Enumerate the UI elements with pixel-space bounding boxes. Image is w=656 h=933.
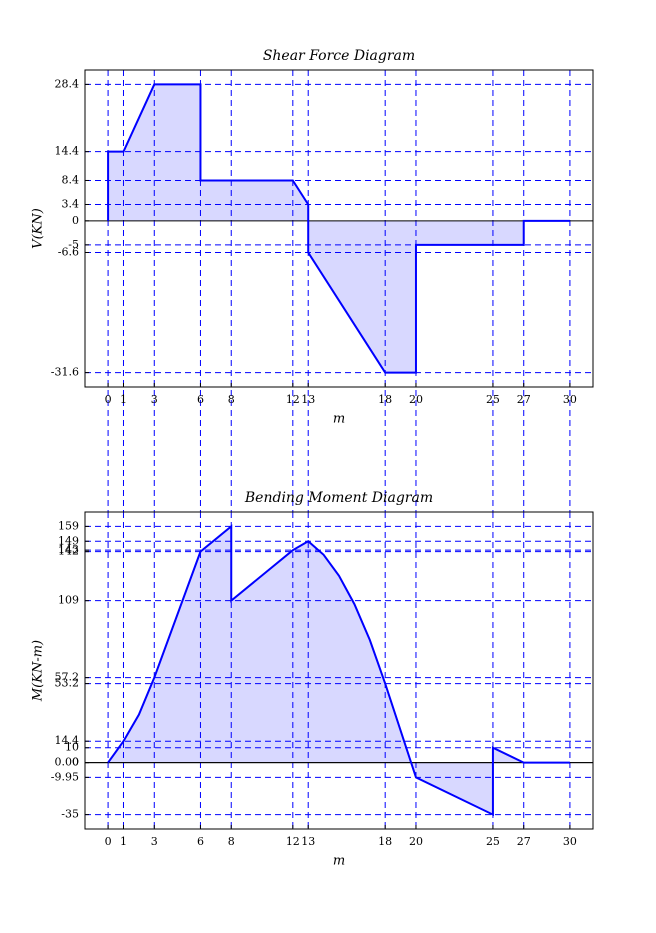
y-tick-label: 28.4: [55, 77, 80, 90]
chart-title: Shear Force Diagram: [263, 48, 415, 64]
y-tick-label: 14.4: [55, 734, 80, 747]
area-fill: [108, 526, 570, 815]
x-tick-label: 0: [105, 835, 112, 848]
axes-frame: [84, 511, 594, 830]
x-tick-label: 13: [301, 393, 315, 406]
y-tick-label: 8.4: [62, 173, 80, 186]
data-line: [107, 83, 570, 374]
y-axis-label: M(KN-m): [31, 640, 46, 702]
x-tick-label: 20: [409, 393, 423, 406]
x-tick-label: 8: [228, 393, 235, 406]
y-tick-label: 149: [58, 534, 79, 547]
area-fill: [108, 84, 570, 373]
y-tick-label: 0: [72, 756, 79, 769]
x-axis-label: m: [333, 854, 345, 869]
x-tick-label: 1: [120, 393, 127, 406]
y-tick-label: 142: [58, 545, 79, 558]
y-tick-label: 14.4: [55, 145, 80, 158]
y-tick-label: 0: [72, 214, 79, 227]
y-tick-label: 53.2: [55, 677, 80, 690]
x-tick-label: 3: [151, 393, 158, 406]
x-tick-label: 25: [486, 835, 500, 848]
x-tick-label: 6: [197, 835, 204, 848]
x-tick-label: 18: [378, 835, 392, 848]
chart-title: Bending Moment Diagram: [244, 490, 433, 506]
x-tick-label: 6: [197, 393, 204, 406]
y-tick-label: -35: [61, 808, 79, 821]
axes-frame: [84, 69, 594, 388]
x-tick-label: 1: [120, 835, 127, 848]
x-tick-label: 25: [486, 393, 500, 406]
x-tick-label: 27: [517, 393, 531, 406]
y-tick-label: -5: [68, 238, 79, 251]
y-tick-label: 57.2: [55, 671, 80, 684]
x-tick-label: 12: [286, 393, 300, 406]
y-tick-label: 10: [65, 741, 79, 754]
x-tick-label: 18: [378, 393, 392, 406]
y-tick-label: -31.6: [51, 366, 79, 379]
y-tick-label: 143: [58, 543, 79, 556]
x-tick-label: 27: [517, 835, 531, 848]
x-tick-label: 3: [151, 835, 158, 848]
data-line: [107, 524, 570, 817]
x-tick-label: 0: [105, 393, 112, 406]
x-tick-label: 12: [286, 835, 300, 848]
y-tick-label: -9.95: [51, 770, 79, 783]
y-tick-label: 159: [58, 519, 79, 532]
x-tick-label: 30: [563, 393, 577, 406]
x-axis-label: m: [333, 412, 345, 427]
y-axis-label: V(KN): [31, 208, 46, 249]
y-tick-label: 0.00: [55, 756, 80, 769]
y-tick-label: 109: [58, 594, 79, 607]
x-tick-label: 20: [409, 835, 423, 848]
x-tick-label: 8: [228, 835, 235, 848]
y-tick-label: 3.4: [62, 197, 80, 210]
x-tick-label: 30: [563, 835, 577, 848]
y-tick-label: -6.6: [58, 246, 79, 259]
x-tick-label: 13: [301, 835, 315, 848]
